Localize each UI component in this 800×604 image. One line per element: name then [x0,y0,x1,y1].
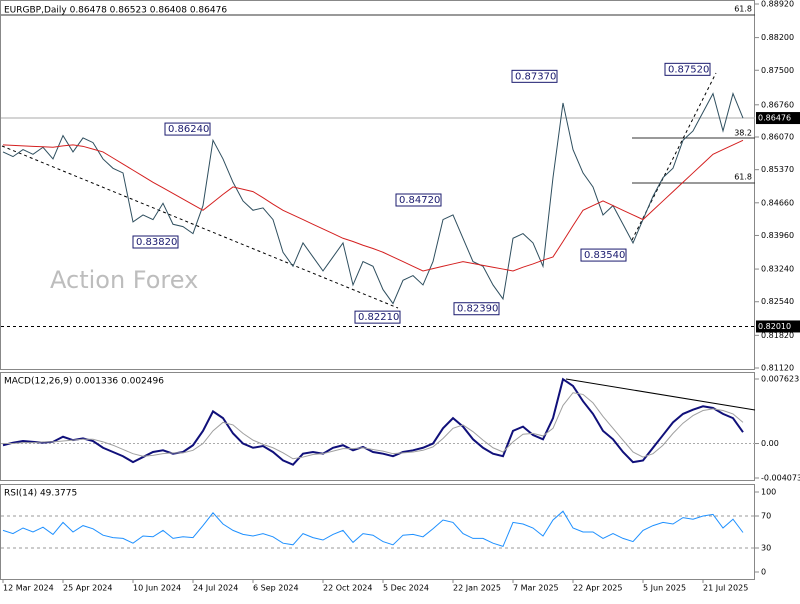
y-tick-label: 0.86070 [761,133,794,142]
y-tick-label: 0.84660 [761,198,794,207]
last-price-label: 0.86476 [758,114,791,123]
x-tick-label: 12 Mar 2024 [3,584,54,593]
x-tick-label: 7 Mar 2025 [513,584,559,593]
y-tick-label: 0.88200 [761,33,794,42]
annotation-box [354,310,401,324]
y-tick-label: 0.88920 [761,0,794,9]
macd-panel [0,372,755,481]
y-tick-label: 0.81820 [761,331,794,340]
y-tick-label: 0.83960 [761,231,794,240]
chart-title: EURGBP,Daily 0.86478 0.86523 0.86408 0.8… [4,6,227,16]
series-line [2,139,744,272]
y-tick-label: 0.007623 [761,375,799,384]
annotation-label: 0.86240 [168,124,209,135]
x-tick-label: 6 Sep 2024 [253,584,299,593]
series-line [2,510,744,548]
x-tick-label: 21 Jul 2025 [703,584,748,593]
fib-label: 61.8 [734,173,752,182]
trend-line [565,378,756,411]
annotation-box [453,302,500,316]
annotation-label: 0.84720 [399,195,440,206]
series-line [3,392,744,460]
annotation-box [132,235,179,249]
support-label: 0.82010 [758,322,791,331]
annotation-box [664,62,711,76]
x-tick-label: 22 Apr 2025 [573,584,622,593]
series-line [2,377,744,466]
trend-line [1,145,399,309]
x-tick-label: 22 Oct 2024 [323,584,372,593]
x-tick-label: 10 Jun 2024 [133,584,181,593]
x-tick-label: 24 Jul 2024 [193,584,238,593]
price-box [756,320,800,333]
price-panel [0,0,755,370]
fib-label: 38.2 [734,129,752,138]
fib-label: 61.8 [734,5,752,14]
x-tick-label: 25 Apr 2024 [63,584,112,593]
y-tick-label: 0.85370 [761,165,794,174]
annotation-label: 0.83820 [136,237,177,248]
y-tick-label: 0.86760 [761,100,794,109]
y-tick-label: 0.87500 [761,66,794,75]
macd-title: MACD(12,26,9) 0.001336 0.002496 [4,377,164,387]
y-tick-label: 0.83240 [761,265,794,274]
annotation-box [511,69,558,83]
rsi-title: RSI(14) 49.3775 [4,489,77,499]
y-tick-label: 70 [761,512,771,521]
annotation-label: 0.82390 [457,304,498,315]
y-tick-label: 30 [761,544,771,553]
annotation-box [580,248,627,262]
annotation-label: 0.87520 [668,64,709,75]
y-tick-label: 0.82540 [761,297,794,306]
annotation-label: 0.87370 [515,71,556,82]
annotation-label: 0.83540 [584,250,625,261]
y-tick-label: 0.81120 [761,364,794,373]
series-line [2,92,744,305]
annotation-box [164,122,211,136]
x-tick-label: 5 Jun 2025 [643,584,686,593]
y-tick-label: 0 [761,568,766,577]
annotation-box [395,193,442,207]
annotation-label: 0.82210 [358,312,399,323]
x-tick-label: 5 Dec 2024 [383,584,429,593]
y-tick-label: -0.004073 [761,474,800,483]
watermark: Action Forex [50,266,198,294]
y-tick-label: 0.00 [761,439,779,448]
rsi-panel [0,484,755,580]
price-box [756,112,800,125]
x-tick-label: 22 Jan 2025 [453,584,501,593]
y-tick-label: 100 [761,488,776,497]
